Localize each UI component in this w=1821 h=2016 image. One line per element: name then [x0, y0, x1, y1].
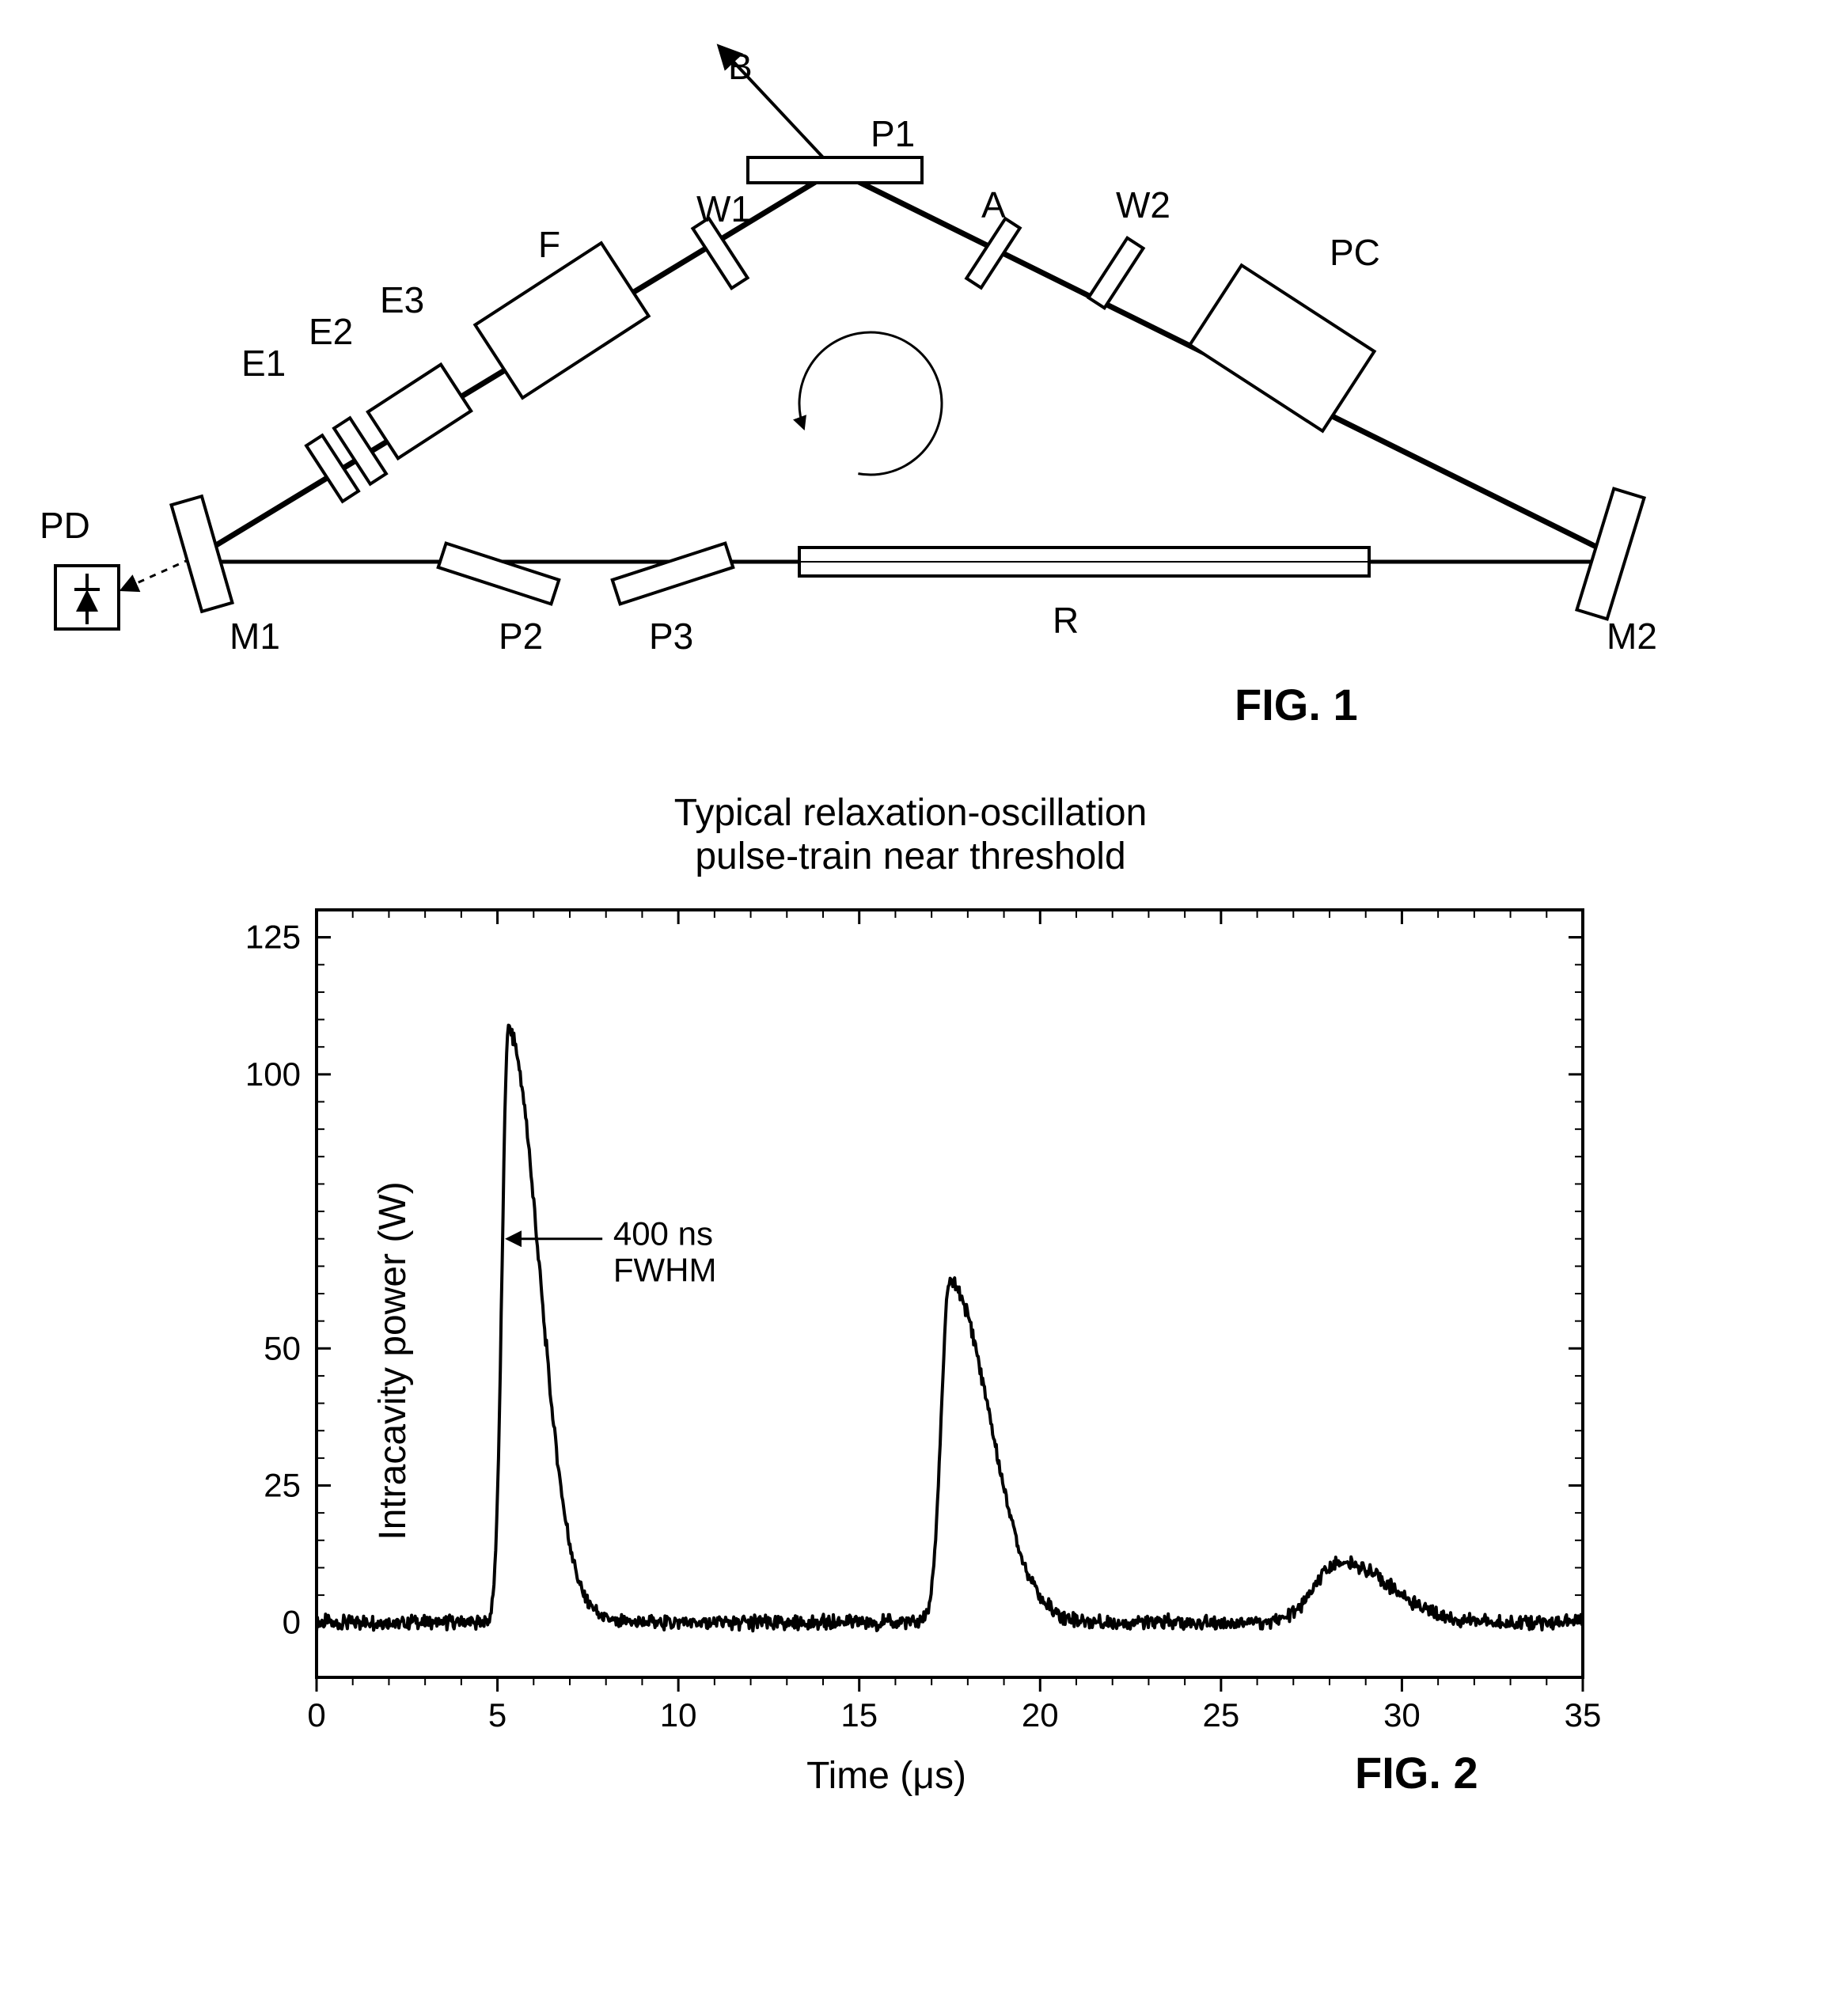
- svg-text:PC: PC: [1330, 232, 1380, 273]
- svg-text:0: 0: [283, 1604, 301, 1641]
- svg-text:P2: P2: [499, 616, 543, 657]
- svg-text:15: 15: [840, 1696, 878, 1734]
- svg-text:20: 20: [1022, 1696, 1059, 1734]
- svg-text:FIG. 2: FIG. 2: [1355, 1748, 1478, 1798]
- svg-text:100: 100: [245, 1055, 301, 1093]
- svg-text:PD: PD: [40, 505, 90, 546]
- svg-text:10: 10: [660, 1696, 697, 1734]
- svg-text:0: 0: [307, 1696, 325, 1734]
- figure-1: B P1 W1 A W2 F PC E3 E2 E1 PD M1 P2 P3 R M2 FIG. 1: [32, 32, 1789, 744]
- svg-text:25: 25: [1202, 1696, 1239, 1734]
- svg-text:F: F: [538, 224, 560, 265]
- fig1-diagram-svg: B P1 W1 A W2 F PC E3 E2 E1 PD M1 P2 P3 R M2 FIG. 1: [32, 32, 1789, 744]
- fig2-chart-wrap: Intracavity power (W) 0 5 10 15 20 25 30 35 0 25 5…: [190, 886, 1614, 1836]
- svg-text:25: 25: [264, 1467, 301, 1504]
- svg-text:5: 5: [488, 1696, 506, 1734]
- fig2-title-line2: pulse-train near threshold: [695, 836, 1125, 877]
- svg-text:400 ns: 400 ns: [613, 1215, 713, 1252]
- svg-text:125: 125: [245, 919, 301, 956]
- fig2-title-line1: Typical relaxation-oscillation: [674, 792, 1148, 834]
- fig2-ylabel: Intracavity power (W): [371, 1182, 415, 1540]
- svg-text:M2: M2: [1607, 616, 1657, 657]
- svg-text:30: 30: [1383, 1696, 1421, 1734]
- svg-text:E2: E2: [309, 311, 353, 352]
- fig2-title: Typical relaxation-oscillation pulse-tra…: [32, 791, 1789, 878]
- svg-text:Time (μs): Time (μs): [806, 1755, 966, 1797]
- svg-text:B: B: [728, 46, 753, 87]
- svg-text:E3: E3: [380, 279, 424, 320]
- svg-text:A: A: [981, 184, 1006, 225]
- svg-text:R: R: [1053, 600, 1079, 641]
- svg-text:35: 35: [1565, 1696, 1602, 1734]
- svg-text:E1: E1: [241, 343, 286, 384]
- svg-text:FWHM: FWHM: [613, 1252, 717, 1289]
- svg-text:P1: P1: [871, 113, 915, 154]
- svg-text:W2: W2: [1116, 184, 1170, 225]
- svg-text:P3: P3: [649, 616, 693, 657]
- svg-text:FIG. 1: FIG. 1: [1235, 680, 1358, 729]
- figure-2: Typical relaxation-oscillation pulse-tra…: [32, 791, 1789, 1836]
- svg-text:M1: M1: [230, 616, 280, 657]
- svg-text:50: 50: [264, 1330, 301, 1367]
- svg-text:W1: W1: [696, 188, 751, 229]
